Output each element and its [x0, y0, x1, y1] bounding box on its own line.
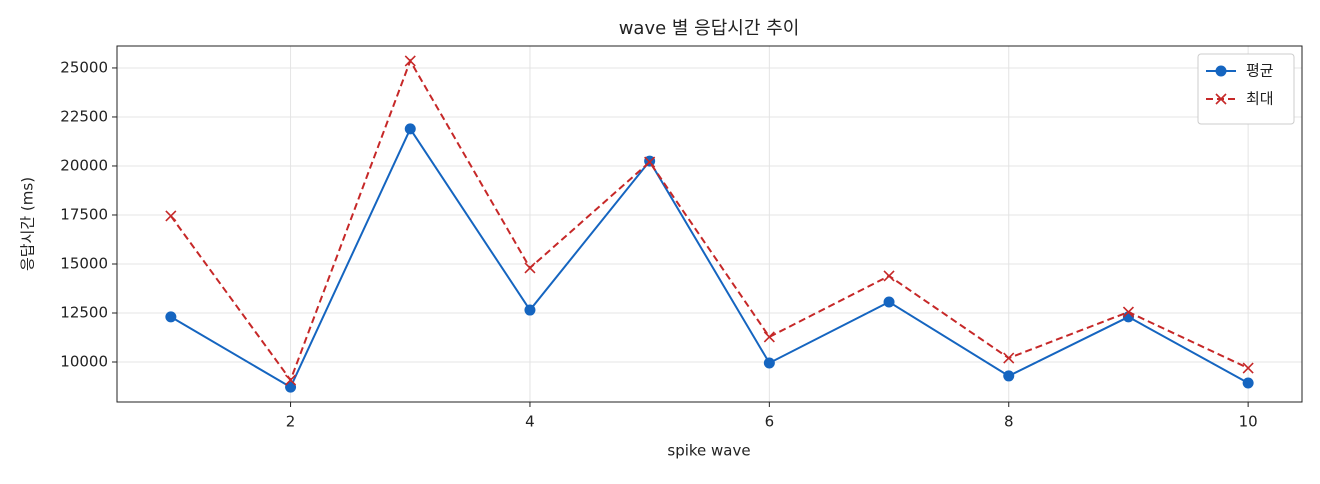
y-tick-label: 12500 — [60, 304, 108, 322]
marker — [285, 381, 297, 393]
x-tick-label: 8 — [1004, 413, 1014, 431]
plot-frame — [116, 45, 1303, 403]
y-tick-label: 15000 — [60, 254, 108, 272]
marker — [1122, 306, 1135, 318]
legend-marker — [1215, 65, 1227, 77]
legend-label: 평균 — [1246, 62, 1274, 80]
legend-marker — [1215, 93, 1227, 105]
x-tick-label: 10 — [1239, 413, 1258, 431]
y-tick-label: 22500 — [60, 107, 108, 125]
y-tick-label: 20000 — [60, 156, 108, 174]
y-tick-label: 10000 — [60, 353, 108, 371]
marker — [1003, 370, 1015, 382]
marker — [404, 55, 416, 67]
marker — [284, 374, 297, 386]
x-tick-label: 2 — [286, 413, 296, 431]
marker — [883, 270, 895, 282]
y-axis-label: 응답시간 (ms) — [19, 177, 37, 271]
marker — [883, 296, 895, 308]
y-tick-label: 25000 — [60, 58, 108, 76]
series-line — [170, 58, 1249, 383]
marker — [763, 357, 775, 369]
x-tick-label: 6 — [765, 413, 775, 431]
marker — [524, 262, 536, 274]
marker — [644, 156, 656, 168]
legend-label: 최대 — [1246, 90, 1274, 108]
y-tick-label: 17500 — [60, 205, 108, 223]
marker — [165, 311, 177, 323]
x-axis-label: spike wave — [667, 442, 750, 460]
marker — [165, 210, 177, 222]
marker — [1242, 377, 1254, 389]
marker — [763, 331, 775, 343]
marker — [1242, 362, 1254, 374]
series-line — [170, 126, 1249, 389]
marker — [404, 123, 416, 135]
marker — [524, 304, 536, 316]
x-tick-label: 4 — [525, 413, 535, 431]
chart-title: wave 별 응답시간 추이 — [619, 18, 800, 39]
marker — [1003, 352, 1015, 364]
